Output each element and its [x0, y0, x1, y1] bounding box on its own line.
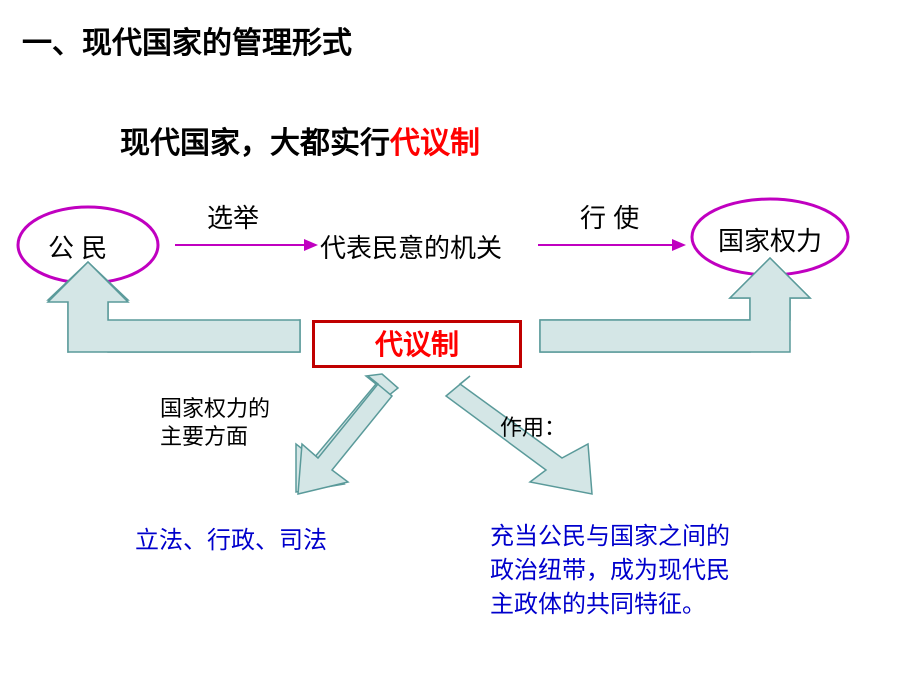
- result-left: 立法、行政、司法: [135, 520, 327, 555]
- annot-left-line1: 国家权力的: [160, 395, 270, 423]
- result-right-line3: 主政体的共同特征。: [490, 588, 730, 622]
- arrow-elect-label: 选举: [207, 198, 259, 235]
- block-arrow-down-left-clean: [298, 376, 392, 494]
- result-right-line2: 政治纽带，成为现代民: [490, 554, 730, 588]
- node-power-label: 国家权力: [718, 221, 822, 258]
- result-right: 充当公民与国家之间的 政治纽带，成为现代民 主政体的共同特征。: [490, 520, 730, 622]
- annot-left: 国家权力的 主要方面: [160, 395, 270, 451]
- center-box-text: 代议制: [375, 329, 459, 360]
- node-citizen-label: 公 民: [48, 228, 107, 265]
- annot-left-line2: 主要方面: [160, 423, 270, 451]
- annot-right: 作用：: [500, 410, 566, 442]
- flow-mid-label: 代表民意的机关: [320, 228, 502, 265]
- result-right-line1: 充当公民与国家之间的: [490, 520, 730, 554]
- arrow-exercise-label: 行 使: [580, 198, 639, 235]
- center-box: 代议制: [312, 320, 522, 368]
- block-arrow-left-shape: [48, 262, 300, 352]
- arrow-elect-head: [304, 239, 318, 251]
- arrow-exercise-head: [672, 239, 686, 251]
- block-arrow-right-clean: [540, 258, 810, 352]
